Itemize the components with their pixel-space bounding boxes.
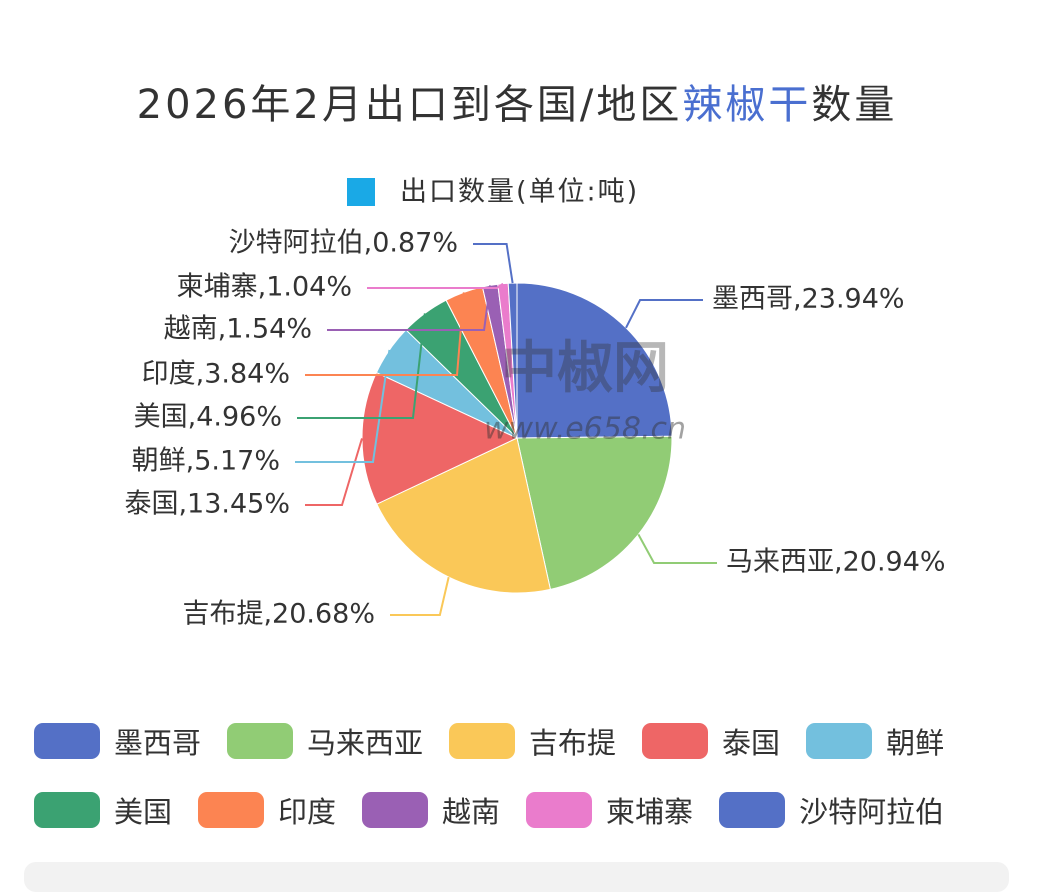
leader-line — [625, 299, 703, 329]
legend-label: 泰国 — [722, 726, 781, 760]
footer-bar — [24, 862, 1009, 892]
leader-line — [390, 576, 450, 616]
title-highlight: 辣椒干 — [682, 82, 811, 128]
series-legend-label: 出口数量(单位:吨) — [400, 177, 639, 208]
pie-slice — [516, 435, 673, 590]
legend-label: 美国 — [114, 795, 173, 829]
legend-swatch — [227, 723, 294, 759]
legend-label: 柬埔寨 — [606, 795, 694, 829]
leader-line — [367, 282, 504, 289]
legend-swatch — [526, 792, 593, 828]
chart-title: 2026年2月出口到各国/地区辣椒干数量 — [137, 82, 898, 128]
legend-label: 墨西哥 — [114, 726, 202, 760]
watermark-url: www.e658.cn — [484, 412, 686, 447]
legend-item[interactable]: 印度 — [198, 789, 336, 831]
legend-item[interactable]: 越南 — [362, 789, 500, 831]
legend-swatch — [198, 792, 265, 828]
legend-item[interactable]: 朝鲜 — [806, 720, 944, 762]
data-label: 吉布提,20.68% — [182, 599, 375, 630]
leader-line — [305, 292, 465, 376]
legend-swatch — [34, 723, 100, 759]
legend-swatch — [642, 723, 709, 759]
title-suffix: 数量 — [811, 82, 897, 128]
leader-line — [305, 438, 363, 506]
legend-item[interactable]: 吉布提 — [449, 720, 616, 762]
legend-label: 越南 — [442, 795, 501, 829]
legend-item[interactable]: 泰国 — [642, 720, 780, 762]
data-label: 越南,1.54% — [164, 314, 312, 345]
legend-label: 吉布提 — [529, 726, 617, 760]
legend-item[interactable]: 马来西亚 — [227, 720, 423, 762]
legend-label: 朝鲜 — [886, 726, 945, 760]
pie-slice — [361, 371, 519, 505]
data-label: 马来西亚,20.94% — [726, 547, 946, 578]
legend-swatch — [449, 723, 516, 759]
leader-line — [327, 285, 492, 331]
data-label: 美国,4.96% — [134, 402, 282, 433]
leader-line — [637, 533, 717, 564]
leader-line — [473, 243, 514, 284]
legend-label: 印度 — [278, 795, 337, 829]
legend-item[interactable]: 柬埔寨 — [526, 789, 693, 831]
watermark: 中椒网 — [501, 336, 669, 401]
data-label: 沙特阿拉伯,0.87% — [229, 228, 458, 259]
legend-swatch — [806, 723, 873, 759]
legend-item[interactable]: 墨西哥 — [34, 720, 201, 762]
legend: 墨西哥 马来西亚 吉布提 泰国 朝鲜美国 印度 越南 柬埔寨 沙特阿拉伯 — [34, 720, 1024, 831]
leader-line — [295, 349, 391, 463]
series-legend-swatch — [347, 178, 375, 206]
leader-line — [297, 313, 426, 419]
legend-swatch — [34, 792, 100, 828]
data-label: 柬埔寨,1.04% — [177, 272, 352, 303]
title-main: 2026年2月出口到各国/地区 — [137, 82, 683, 128]
legend-label: 沙特阿拉伯 — [799, 795, 945, 829]
legend-swatch — [362, 792, 429, 828]
legend-item[interactable]: 美国 — [34, 789, 172, 831]
legend-swatch — [719, 792, 786, 828]
data-label: 墨西哥,23.94% — [712, 284, 905, 315]
legend-item[interactable]: 沙特阿拉伯 — [719, 789, 944, 831]
data-label: 朝鲜,5.17% — [132, 446, 280, 477]
data-label: 印度,3.84% — [142, 359, 290, 390]
pie-slice — [376, 437, 552, 594]
chart: 2026年2月出口到各国/地区辣椒干数量 出口数量(单位:吨) 中椒网 www.… — [124, 82, 946, 630]
data-label: 泰国,13.45% — [124, 489, 290, 520]
legend-label: 马来西亚 — [307, 726, 424, 760]
